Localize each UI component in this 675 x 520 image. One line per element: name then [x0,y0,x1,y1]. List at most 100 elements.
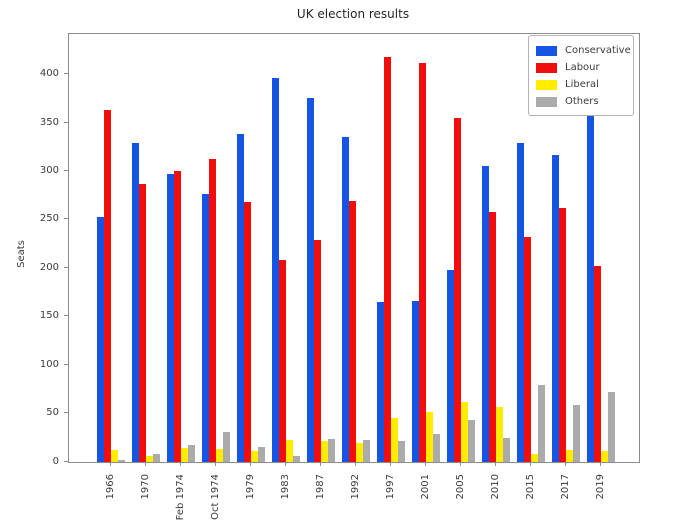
bar-others-1992 [363,439,370,462]
x-tick-mark-1997 [390,462,391,466]
legend-row-liberal: Liberal [536,76,633,93]
y-tick-mark-100 [64,363,68,365]
bar-conservative-1970 [132,142,139,462]
bar-labour-1966 [104,109,111,462]
x-tick-label-text-1983: 1983 [279,474,291,500]
bar-conservative-feb-1974 [167,174,174,462]
bar-liberal-2005 [461,402,468,462]
bar-others-2005 [468,420,475,462]
legend-row-others: Others [536,93,633,110]
bar-labour-2017 [559,208,566,462]
x-tick-mark-oct-1974 [215,462,216,466]
bar-liberal-2001 [426,411,433,462]
y-tick-label-100: 100 [39,358,59,370]
bar-others-1987 [328,438,335,462]
bar-conservative-2017 [552,155,559,462]
x-tick-label-text-1997: 1997 [384,474,396,500]
bar-others-2019 [608,392,615,462]
y-tick-label-150: 150 [39,310,59,322]
bar-conservative-2010 [482,165,489,462]
bar-others-1979 [258,446,265,462]
bar-liberal-oct-1974 [216,449,223,462]
x-tick-label-text-2001: 2001 [419,474,431,500]
y-tick-mark-250 [64,218,68,220]
y-tick-label-300: 300 [39,165,59,176]
legend-row-labour: Labour [536,59,633,76]
bar-conservative-1966 [97,217,104,462]
bar-labour-feb-1974 [174,170,181,462]
y-tick-mark-200 [64,266,68,268]
bar-liberal-1966 [111,450,118,462]
y-tick-mark-0 [64,460,68,462]
bar-labour-1987 [314,240,321,462]
y-tick-label-50: 50 [46,407,59,419]
x-tick-label-text-oct-1974: Oct 1974 [209,474,221,520]
x-tick-label-text-1970: 1970 [139,474,151,500]
bar-others-2015 [538,384,545,462]
bar-labour-1970 [139,184,146,462]
bar-conservative-2019 [587,108,594,462]
bar-labour-1979 [244,201,251,462]
bar-liberal-2010 [496,406,503,462]
chart-title: UK election results [296,7,410,21]
legend-label-liberal: Liberal [565,79,599,90]
bar-others-2001 [433,433,440,462]
x-tick-mark-2005 [460,462,461,466]
bar-conservative-oct-1974 [202,193,209,462]
bar-others-1983 [293,456,300,462]
legend-row-conservative: Conservative [536,42,633,59]
bar-liberal-1992 [356,442,363,462]
x-tick-mark-1966 [110,462,111,466]
x-tick-mark-2017 [565,462,566,466]
x-tick-label-text-1966: 1966 [104,474,116,500]
bar-others-1997 [398,440,405,462]
legend-swatch-others [536,96,557,107]
x-tick-mark-2019 [600,462,601,466]
bar-labour-1983 [279,259,286,462]
x-tick-mark-1987 [320,462,321,466]
y-tick-mark-350 [64,121,68,123]
bar-others-1966 [118,460,125,462]
bar-conservative-1983 [272,77,279,462]
bar-liberal-feb-1974 [181,448,188,462]
bar-conservative-2005 [447,270,454,462]
bar-labour-oct-1974 [209,158,216,462]
bar-liberal-1983 [286,439,293,462]
x-tick-mark-1983 [285,462,286,466]
legend-label-others: Others [565,96,599,107]
y-tick-mark-400 [64,73,68,75]
x-tick-label-text-1992: 1992 [349,474,361,500]
bar-liberal-1987 [321,440,328,462]
x-tick-label-text-2005: 2005 [454,474,466,500]
legend-swatch-labour [536,62,557,73]
bar-labour-2015 [524,237,531,462]
y-tick-mark-150 [64,315,68,317]
bar-others-2017 [573,404,580,462]
bar-liberal-1970 [146,456,153,462]
y-tick-label-350: 350 [39,116,59,128]
bar-conservative-1979 [237,133,244,462]
legend: Conservative Labour Liberal Others [528,35,634,116]
y-tick-label-200: 200 [39,261,59,273]
bar-conservative-1987 [307,97,314,462]
bar-conservative-2001 [412,301,419,462]
bar-labour-1997 [384,57,391,462]
x-tick-label-text-2017: 2017 [559,474,571,500]
x-tick-mark-2001 [425,462,426,466]
x-tick-label-text-2019: 2019 [594,474,606,500]
y-tick-mark-300 [64,170,68,171]
bar-liberal-1997 [391,417,398,462]
bar-labour-2010 [489,212,496,462]
y-tick-label-0: 0 [52,455,59,467]
y-tick-label-250: 250 [39,213,59,225]
bar-labour-2001 [419,63,426,462]
bar-others-oct-1974 [223,432,230,462]
bar-others-2010 [503,437,510,462]
bar-liberal-2015 [531,454,538,462]
bar-labour-1992 [349,200,356,462]
x-tick-mark-2010 [495,462,496,466]
x-tick-mark-feb-1974 [180,462,181,466]
bar-conservative-1997 [377,302,384,462]
bar-labour-2019 [594,266,601,462]
legend-label-conservative: Conservative [565,45,631,56]
